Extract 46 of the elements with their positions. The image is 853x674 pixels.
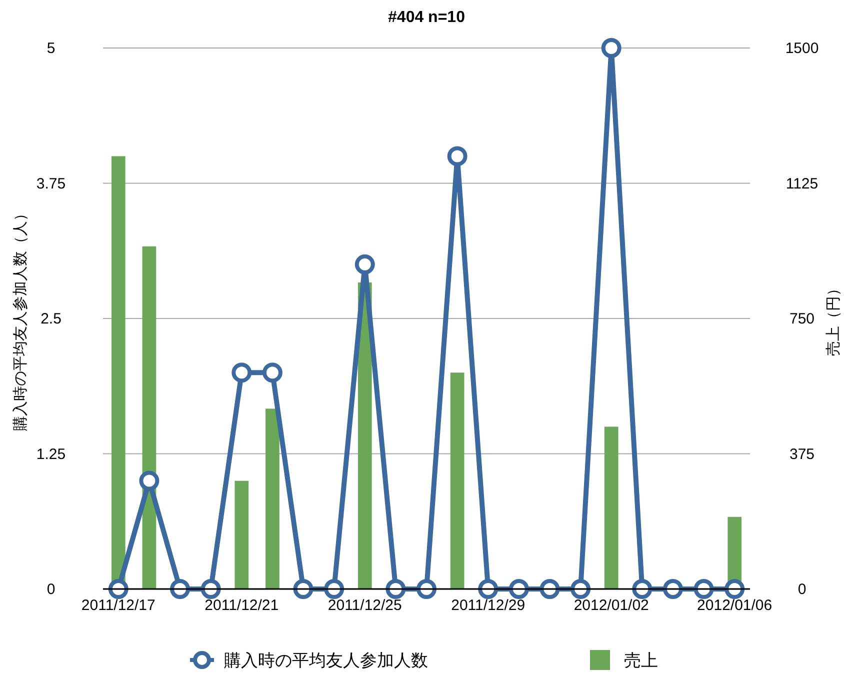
y-tick-label: 5 <box>46 40 56 57</box>
point <box>293 579 314 599</box>
point <box>632 579 652 599</box>
point <box>232 362 252 383</box>
chart-title: #404 n=10 <box>388 9 466 26</box>
bar <box>266 408 280 589</box>
y2-tick-label: 750 <box>789 310 815 328</box>
point <box>416 579 436 599</box>
point <box>724 579 745 599</box>
legend-label: 購入時の平均友人参加人数 <box>224 651 428 670</box>
point <box>447 146 468 166</box>
x-tick-label: 2011/12/29 <box>451 597 526 614</box>
bar <box>450 372 464 589</box>
point <box>170 579 190 599</box>
point <box>694 579 714 599</box>
point <box>540 579 560 599</box>
point <box>354 254 375 274</box>
y-tick-label: 2.5 <box>40 310 62 328</box>
point <box>386 579 406 599</box>
y2-tick-label: 0 <box>798 581 806 598</box>
point <box>478 579 498 599</box>
y2-tick-label: 1125 <box>786 175 818 192</box>
y-axis-title: 購入時の平均友人参加人数（人） <box>12 206 29 431</box>
x-tick-label: 2011/12/25 <box>328 597 402 614</box>
point <box>108 579 128 599</box>
bar <box>234 480 249 589</box>
x-tick-label: 2011/12/21 <box>204 597 279 614</box>
point <box>570 579 591 599</box>
y2-axis-title: 売上（円） <box>825 281 842 356</box>
x-tick-label: 2011/12/17 <box>81 597 156 614</box>
x-tick-label: 2012/01/06 <box>697 597 772 614</box>
y2-tick-label: 1500 <box>785 40 819 57</box>
y-tick-label: 3.75 <box>36 175 66 192</box>
point <box>508 579 529 599</box>
point <box>662 579 683 599</box>
point <box>601 38 622 58</box>
point <box>200 579 221 599</box>
bar <box>604 426 618 589</box>
legend-label: 売上 <box>624 651 658 670</box>
y-tick-label: 1.25 <box>36 446 66 463</box>
point <box>262 362 282 383</box>
point <box>324 579 344 599</box>
y-tick-label: 0 <box>46 581 56 598</box>
x-tick-label: 2012/01/02 <box>574 597 649 614</box>
point <box>139 470 160 491</box>
y2-tick-label: 375 <box>789 446 815 463</box>
